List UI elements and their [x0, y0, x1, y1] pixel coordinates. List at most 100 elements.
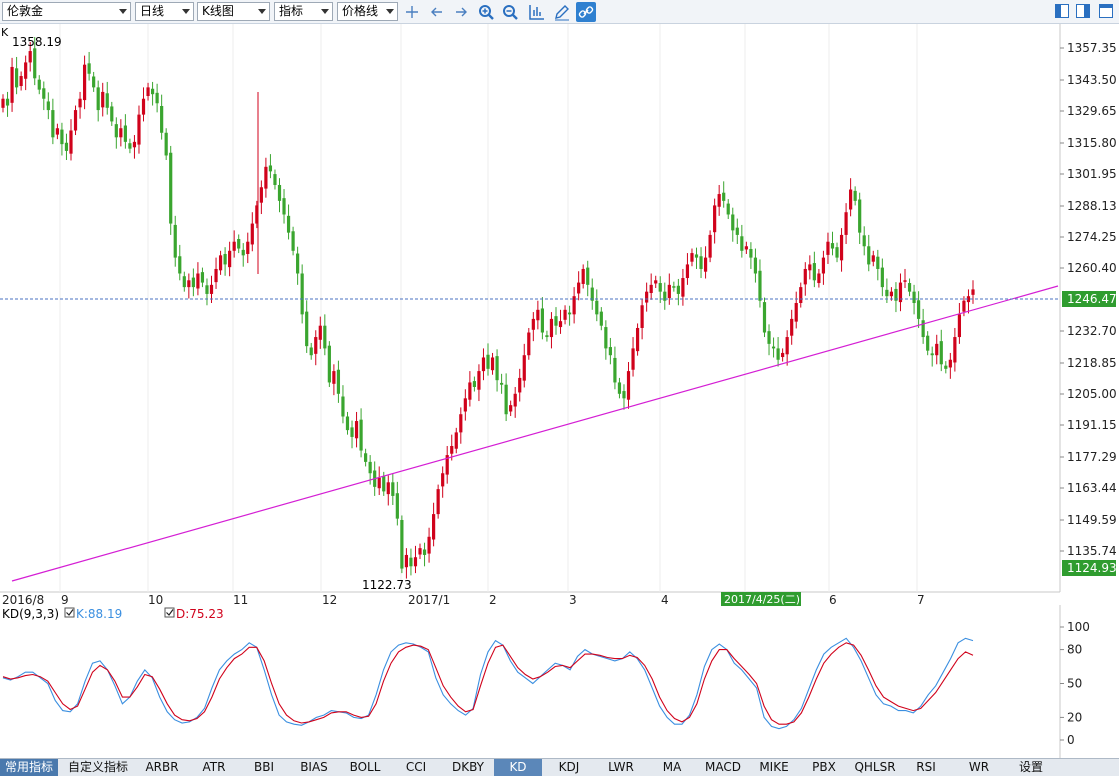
- price-line-select-label: 价格线: [342, 4, 379, 18]
- price-chart[interactable]: 1357.35 1343.50 1329.65 1315.80 1301.95 1288.…: [0, 24, 1119, 608]
- candle-body: [926, 335, 930, 351]
- tab-18[interactable]: RSI: [916, 760, 936, 774]
- tab-12[interactable]: LWR: [608, 760, 634, 774]
- candle-body: [917, 300, 921, 319]
- candle-body: [60, 129, 64, 145]
- candle-body: [558, 321, 563, 328]
- candle-body: [499, 382, 504, 385]
- candle-body: [305, 311, 309, 347]
- candle-body: [169, 152, 173, 224]
- candle-body: [640, 305, 644, 328]
- candle-body: [481, 357, 486, 372]
- candle-body: [962, 300, 966, 312]
- y-tick-label: 1135.74: [1067, 544, 1117, 558]
- candle-body: [150, 88, 155, 95]
- indicator-select[interactable]: 指标: [274, 2, 333, 21]
- tab-4[interactable]: ATR: [202, 760, 226, 774]
- chart-type-select[interactable]: K线图: [197, 2, 270, 21]
- price-line-select[interactable]: 价格线: [337, 2, 398, 21]
- tab-7[interactable]: BOLL: [349, 760, 381, 774]
- tab-2[interactable]: 自定义指标: [67, 760, 128, 774]
- tab-13[interactable]: MA: [662, 760, 682, 774]
- candle-body: [513, 393, 517, 407]
- candle-body: [631, 348, 635, 370]
- current-price-label: 1246.47: [1067, 292, 1117, 306]
- candle-body: [912, 291, 916, 304]
- candle-body: [51, 110, 55, 138]
- tab-5[interactable]: BBI: [253, 760, 274, 774]
- y-tick-label: 1343.50: [1067, 73, 1117, 87]
- pencil-icon[interactable]: [552, 2, 572, 22]
- candle-body: [853, 190, 857, 201]
- candle-body: [441, 473, 445, 487]
- chart-axis-icon[interactable]: [526, 2, 546, 22]
- window-icon[interactable]: [1098, 3, 1114, 19]
- candle-body: [277, 184, 282, 201]
- candle-body: [146, 87, 150, 97]
- period-select[interactable]: 日线: [135, 2, 194, 21]
- candle-body: [930, 353, 934, 356]
- tab-17[interactable]: QHLSR: [854, 760, 896, 774]
- tab-6[interactable]: BIAS: [300, 760, 328, 774]
- arrow-right-icon[interactable]: [451, 2, 471, 22]
- candle-body: [119, 128, 123, 138]
- candle-body: [781, 352, 785, 358]
- candle-body: [835, 247, 839, 258]
- candle-body: [318, 325, 322, 340]
- tab-11[interactable]: KDJ: [558, 760, 580, 774]
- zoom-in-icon[interactable]: [476, 2, 496, 22]
- chart-type-select-label: K线图: [202, 4, 234, 18]
- candle-body: [903, 280, 907, 282]
- k-checkbox[interactable]: [64, 607, 75, 618]
- candle-body: [858, 199, 862, 233]
- panel-split-icon[interactable]: [1075, 3, 1091, 19]
- candle-body: [867, 246, 871, 265]
- d-checkbox[interactable]: [164, 607, 175, 618]
- tab-20[interactable]: 设置: [1018, 760, 1043, 774]
- candle-body: [191, 277, 195, 288]
- candle-body: [110, 106, 114, 122]
- candle-body: [205, 285, 209, 294]
- d-series-line: [2, 642, 974, 725]
- chevron-down-icon: [119, 9, 127, 14]
- y-tick-label: 1177.29: [1067, 450, 1117, 464]
- kd-tick-label: 80: [1067, 643, 1082, 657]
- tab-10[interactable]: KD: [494, 759, 542, 776]
- kd-indicator-panel[interactable]: KD(9,3,3) K:88.19 D:75.23 100 80 50 20 0: [0, 605, 1119, 758]
- crosshair-icon[interactable]: [402, 2, 422, 22]
- trend-line[interactable]: [11, 285, 1059, 582]
- candle-body: [672, 286, 676, 288]
- candle-body: [731, 214, 735, 231]
- candle-body: [794, 303, 798, 322]
- candle-body: [971, 289, 975, 295]
- candle-body: [599, 311, 603, 326]
- y-tick-label: 1260.40: [1067, 261, 1117, 275]
- tab-3[interactable]: ARBR: [145, 760, 179, 774]
- zoom-out-icon[interactable]: [500, 2, 520, 22]
- candle-body: [160, 105, 164, 133]
- candle-body: [572, 296, 576, 315]
- y-tick-label: 1163.44: [1067, 481, 1117, 495]
- indicator-select-label: 指标: [279, 4, 304, 18]
- symbol-select[interactable]: 伦敦金: [2, 2, 131, 21]
- tab-19[interactable]: WR: [968, 760, 990, 774]
- candle-body: [944, 365, 948, 369]
- link-icon[interactable]: [576, 2, 596, 22]
- candle-body: [377, 477, 381, 489]
- candle-body: [654, 280, 658, 284]
- arrow-left-icon[interactable]: [427, 2, 447, 22]
- tab-14[interactable]: MACD: [705, 760, 741, 774]
- cursor-date-badge: [721, 592, 801, 606]
- tab-1[interactable]: 常用指标: [0, 759, 58, 776]
- candle-body: [645, 291, 649, 303]
- panel-left-icon[interactable]: [1054, 3, 1070, 19]
- tab-8[interactable]: CCI: [405, 760, 427, 774]
- candle-body: [776, 348, 780, 360]
- last-price-badge: [1062, 560, 1116, 576]
- tab-9[interactable]: DKBY: [451, 760, 484, 774]
- tab-15[interactable]: MIKE: [759, 760, 789, 774]
- tab-16[interactable]: PBX: [812, 760, 836, 774]
- candle-body: [595, 300, 599, 315]
- candle-body: [73, 110, 78, 131]
- candle-body: [468, 382, 472, 400]
